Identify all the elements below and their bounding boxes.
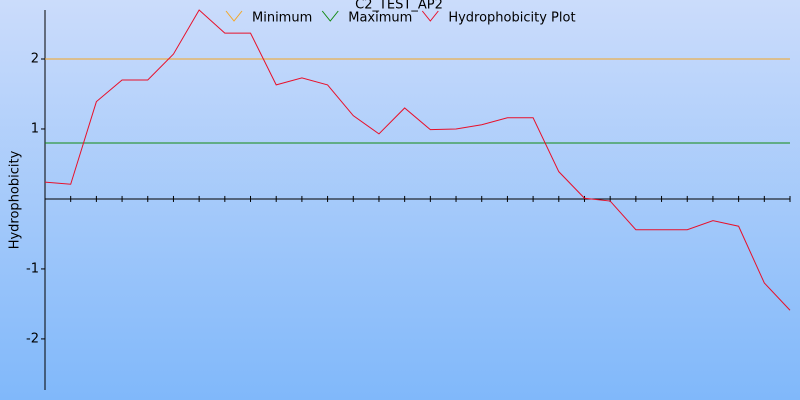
y-tick-label: -2 bbox=[26, 331, 39, 346]
data-line bbox=[44, 9, 791, 311]
legend-label: Minimum bbox=[252, 11, 312, 26]
y-tick-label: 2 bbox=[31, 51, 39, 66]
legend-icon bbox=[421, 10, 439, 22]
legend-icon bbox=[321, 10, 339, 22]
y-tick-label: -1 bbox=[26, 261, 39, 276]
chart-title: C2_TEST_AP2 bbox=[355, 0, 443, 13]
legend-icon bbox=[225, 10, 243, 22]
y-tick-label: 1 bbox=[31, 121, 39, 136]
legend-label: Hydrophobicity Plot bbox=[448, 11, 575, 26]
legend-label: Maximum bbox=[348, 11, 412, 26]
y-axis-label: Hydrophobicity bbox=[8, 150, 23, 249]
